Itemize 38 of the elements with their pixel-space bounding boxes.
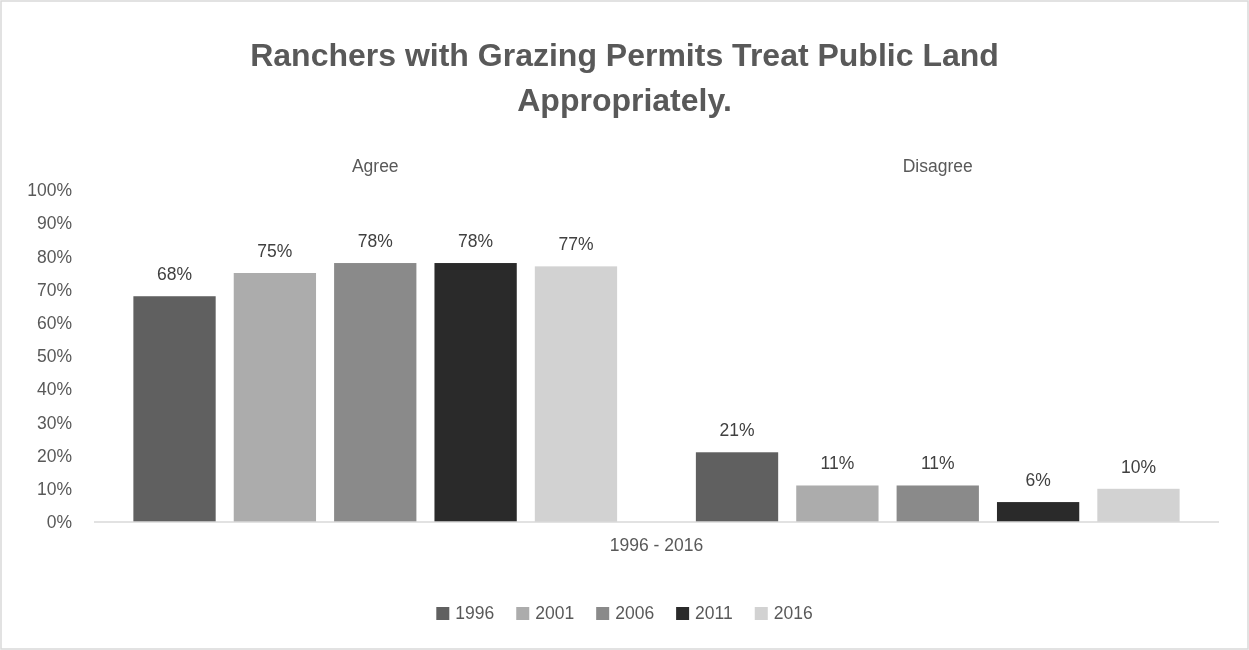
data-label: 78% bbox=[458, 231, 494, 252]
chart-title: Ranchers with Grazing Permits Treat Public Land Appropriately. bbox=[250, 37, 999, 118]
y-tick-label: 0% bbox=[46, 512, 72, 533]
legend-label: 2001 bbox=[535, 603, 575, 623]
y-tick-label: 40% bbox=[36, 379, 72, 400]
bar bbox=[233, 273, 317, 522]
bar bbox=[695, 452, 779, 522]
x-axis-title: 1996 - 2016 bbox=[609, 535, 704, 555]
y-tick-label: 30% bbox=[36, 412, 72, 433]
y-tick-label: 100% bbox=[27, 180, 72, 201]
data-label: 10% bbox=[1120, 456, 1156, 477]
data-label: 77% bbox=[558, 234, 594, 255]
data-label: 11% bbox=[920, 453, 955, 474]
bar bbox=[434, 263, 517, 522]
y-tick-label: 60% bbox=[36, 312, 72, 333]
x-tick-label: Disagree bbox=[902, 156, 973, 176]
data-label: 6% bbox=[1025, 470, 1051, 491]
legend-label: 1996 bbox=[455, 603, 495, 623]
data-label: 75% bbox=[257, 241, 293, 261]
legend-label: 2011 bbox=[695, 603, 733, 623]
data-label: 11% bbox=[820, 453, 855, 474]
bar bbox=[896, 485, 979, 522]
bar bbox=[996, 502, 1080, 522]
data-label: 68% bbox=[157, 264, 193, 285]
y-tick-label: 50% bbox=[36, 346, 72, 367]
y-tick-label: 90% bbox=[36, 213, 72, 234]
y-tick-label: 20% bbox=[36, 445, 72, 466]
y-tick-label: 10% bbox=[36, 478, 72, 499]
data-label: 78% bbox=[357, 231, 393, 252]
bar bbox=[334, 263, 417, 522]
legend-label: 2006 bbox=[615, 603, 655, 623]
bar bbox=[133, 296, 216, 522]
y-tick-label: 80% bbox=[36, 246, 72, 267]
bar bbox=[796, 485, 879, 522]
legend-label: 2016 bbox=[773, 603, 813, 623]
data-label: 21% bbox=[719, 420, 755, 441]
x-tick-label: Agree bbox=[351, 156, 399, 176]
y-tick-label: 70% bbox=[36, 279, 72, 300]
